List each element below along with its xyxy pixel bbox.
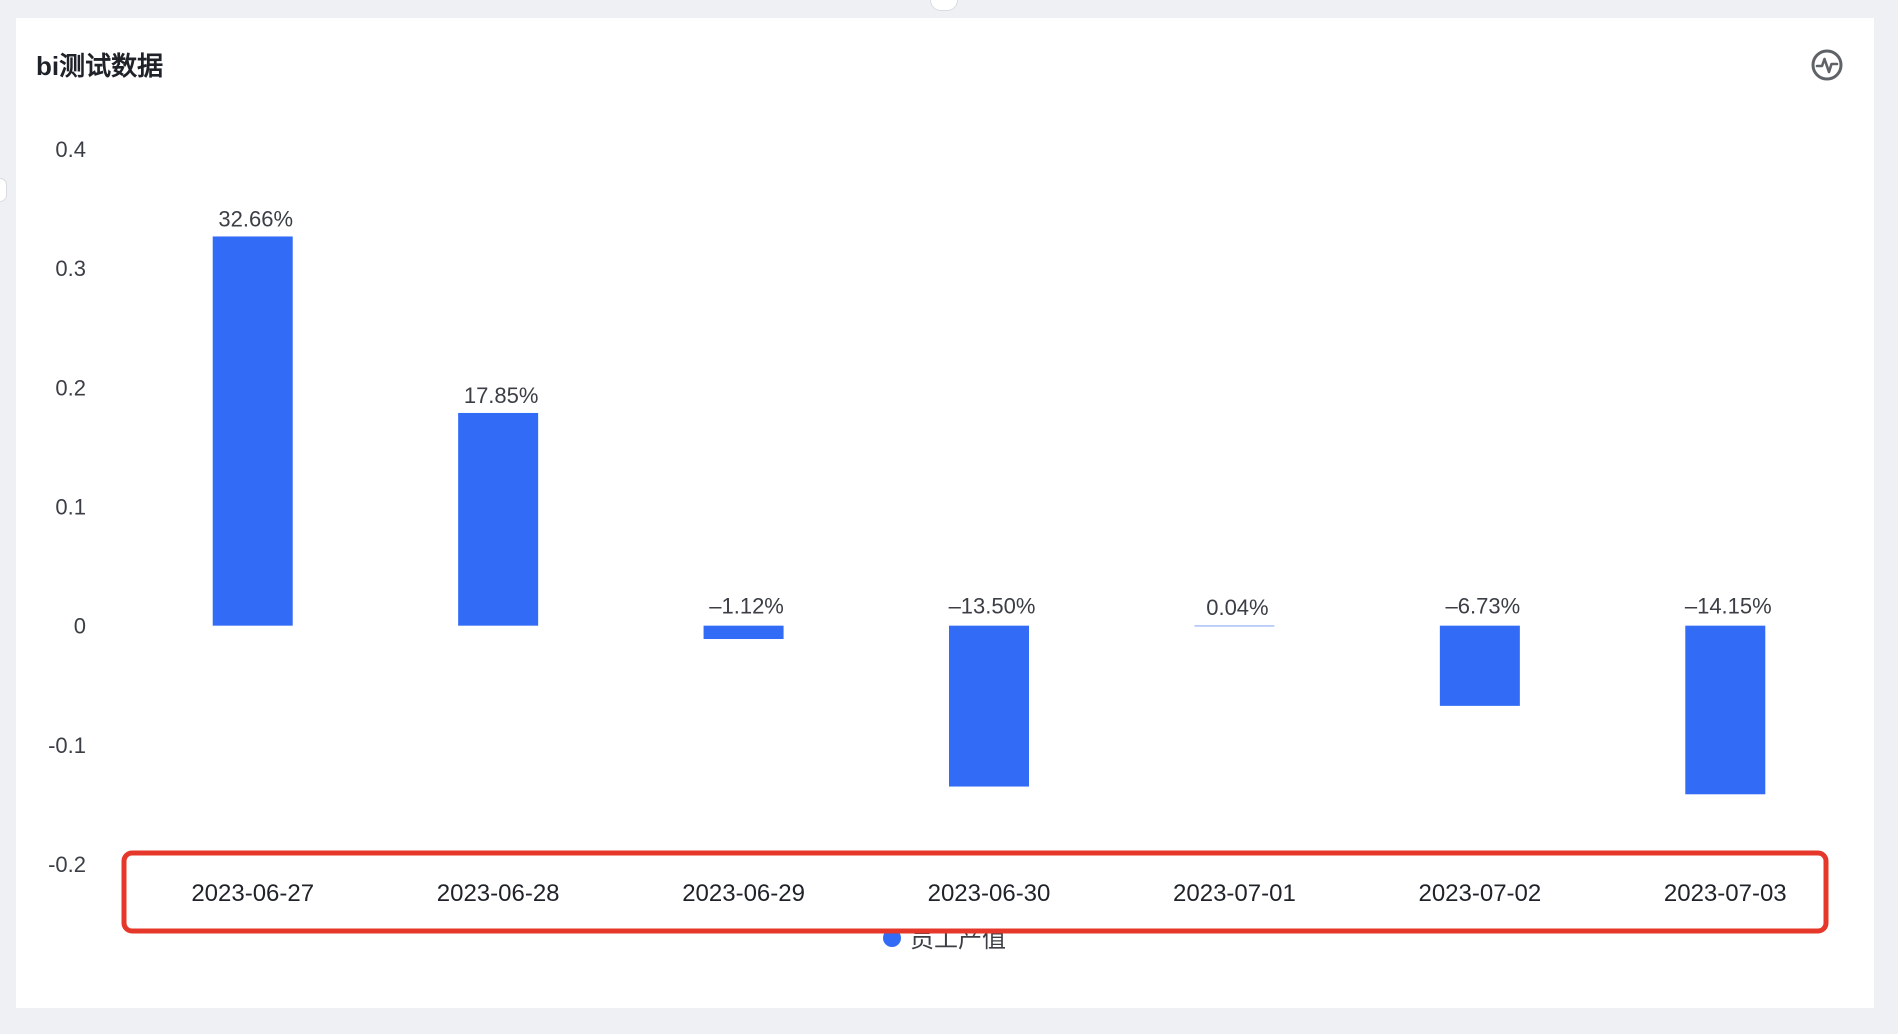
data-label: –14.15% <box>1685 594 1772 619</box>
y-tick-label: 0.1 <box>55 495 86 520</box>
annotation-box <box>121 850 1829 934</box>
chart-card: bi测试数据 <box>16 18 1874 1008</box>
data-label: –6.73% <box>1446 594 1521 619</box>
y-tick-label: -0.1 <box>48 733 86 758</box>
bar <box>703 625 784 640</box>
x-tick-label: 2023-06-28 <box>437 880 560 907</box>
x-axis-band <box>126 855 1824 930</box>
data-label: 32.66% <box>218 206 293 231</box>
x-tick-label: 2023-07-01 <box>1173 880 1296 907</box>
x-tick-label: 2023-07-03 <box>1664 880 1787 907</box>
bar <box>212 236 293 626</box>
x-tick-label: 2023-07-02 <box>1418 880 1541 907</box>
x-tick-label: 2023-06-27 <box>191 880 314 907</box>
bar <box>949 625 1029 787</box>
bar <box>1685 625 1766 795</box>
y-tick-label: 0.3 <box>55 256 86 281</box>
x-tick-label: 2023-06-30 <box>928 880 1051 907</box>
y-tick-label: -0.2 <box>48 852 86 877</box>
chart-title: bi测试数据 <box>36 51 164 81</box>
bar <box>1194 625 1275 627</box>
x-tick-label: 2023-06-29 <box>682 880 805 907</box>
data-label: –1.12% <box>709 594 784 619</box>
bar <box>1439 625 1520 706</box>
data-label: 0.04% <box>1206 595 1268 620</box>
y-tick-label: 0 <box>74 614 86 639</box>
data-label: –13.50% <box>949 594 1036 619</box>
y-tick-label: 0.2 <box>55 375 86 400</box>
y-tick-label: 0.4 <box>55 137 86 162</box>
bar <box>458 412 539 626</box>
activity-icon[interactable] <box>1810 48 1844 82</box>
data-label: 17.85% <box>464 383 539 408</box>
